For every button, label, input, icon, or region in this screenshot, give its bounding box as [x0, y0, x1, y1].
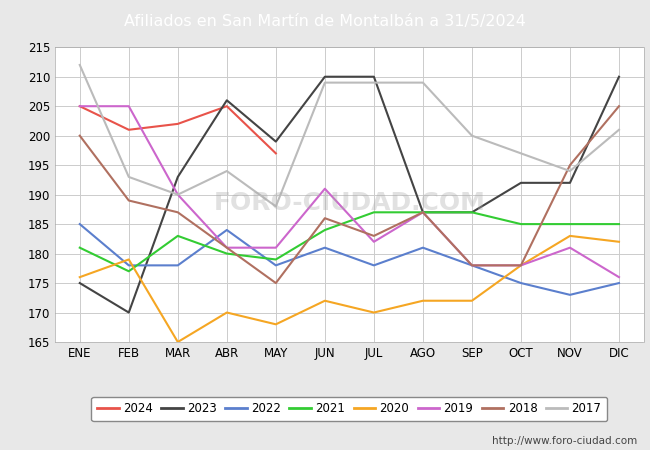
Text: Afiliados en San Martín de Montalbán a 31/5/2024: Afiliados en San Martín de Montalbán a 3… — [124, 14, 526, 29]
Text: http://www.foro-ciudad.com: http://www.foro-ciudad.com — [492, 436, 637, 446]
Text: FORO-CIUDAD.COM: FORO-CIUDAD.COM — [213, 191, 486, 216]
Legend: 2024, 2023, 2022, 2021, 2020, 2019, 2018, 2017: 2024, 2023, 2022, 2021, 2020, 2019, 2018… — [92, 396, 607, 421]
